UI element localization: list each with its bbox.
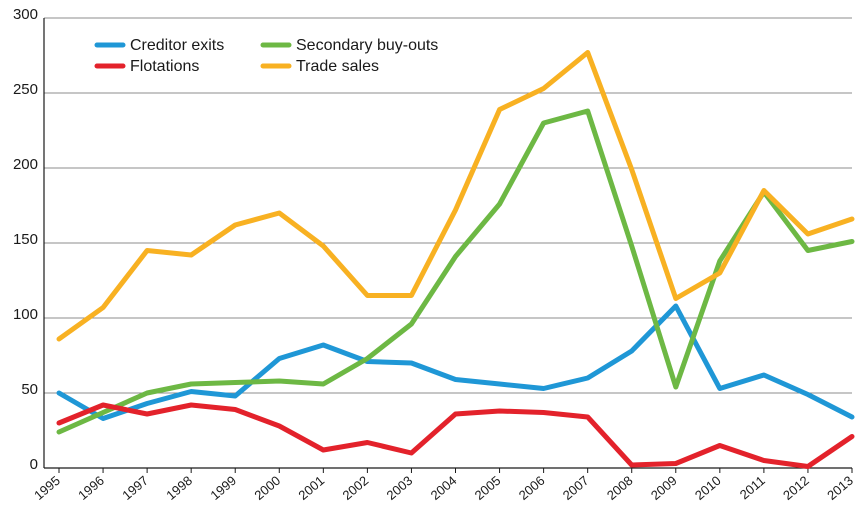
legend-label-secondary-buy-outs: Secondary buy-outs <box>296 37 438 54</box>
series-line-creditor-exits <box>56 303 855 421</box>
x-tick-label: 2007 <box>560 473 592 503</box>
series-line-secondary-buy-outs <box>56 108 855 435</box>
x-tick-label: 2004 <box>428 473 460 503</box>
x-tick-label: 2002 <box>340 473 372 503</box>
x-tick-label: 1998 <box>163 473 195 503</box>
x-tick-label: 2000 <box>251 473 283 503</box>
legend-label-trade-sales: Trade sales <box>296 58 379 75</box>
series-line-trade-sales <box>56 50 855 342</box>
x-tick-label: 1997 <box>119 473 151 503</box>
x-tick-label: 1999 <box>207 473 239 503</box>
y-tick-label: 200 <box>13 156 38 173</box>
x-tick-label: 2010 <box>692 473 724 503</box>
series-lines <box>56 50 855 469</box>
x-tick-label: 2005 <box>472 473 504 503</box>
x-tick-label: 2003 <box>384 473 416 503</box>
series-line-flotations <box>56 402 855 469</box>
legend: Creditor exits Secondary buy-outs Flotatio… <box>94 37 438 75</box>
y-tick-label: 300 <box>13 6 38 23</box>
x-tick-label: 2013 <box>824 473 855 503</box>
x-tick-label: 1996 <box>75 473 107 503</box>
x-tick-label: 2008 <box>604 473 636 503</box>
x-tick-label: 1995 <box>31 473 63 503</box>
y-tick-label: 150 <box>13 231 38 248</box>
x-tick-label: 2009 <box>648 473 680 503</box>
y-tick-label: 250 <box>13 81 38 98</box>
x-tick-label: 2012 <box>780 473 812 503</box>
x-tick-label: 2001 <box>295 473 327 503</box>
x-tick-label: 2011 <box>737 473 768 502</box>
legend-label-creditor-exits: Creditor exits <box>130 37 224 54</box>
grid-lines <box>44 17 852 394</box>
y-tick-label: 50 <box>21 381 38 398</box>
x-tick-label: 2006 <box>516 473 548 503</box>
legend-label-flotations: Flotations <box>130 58 199 75</box>
y-tick-label: 100 <box>13 306 38 323</box>
y-tick-label: 0 <box>30 456 38 473</box>
